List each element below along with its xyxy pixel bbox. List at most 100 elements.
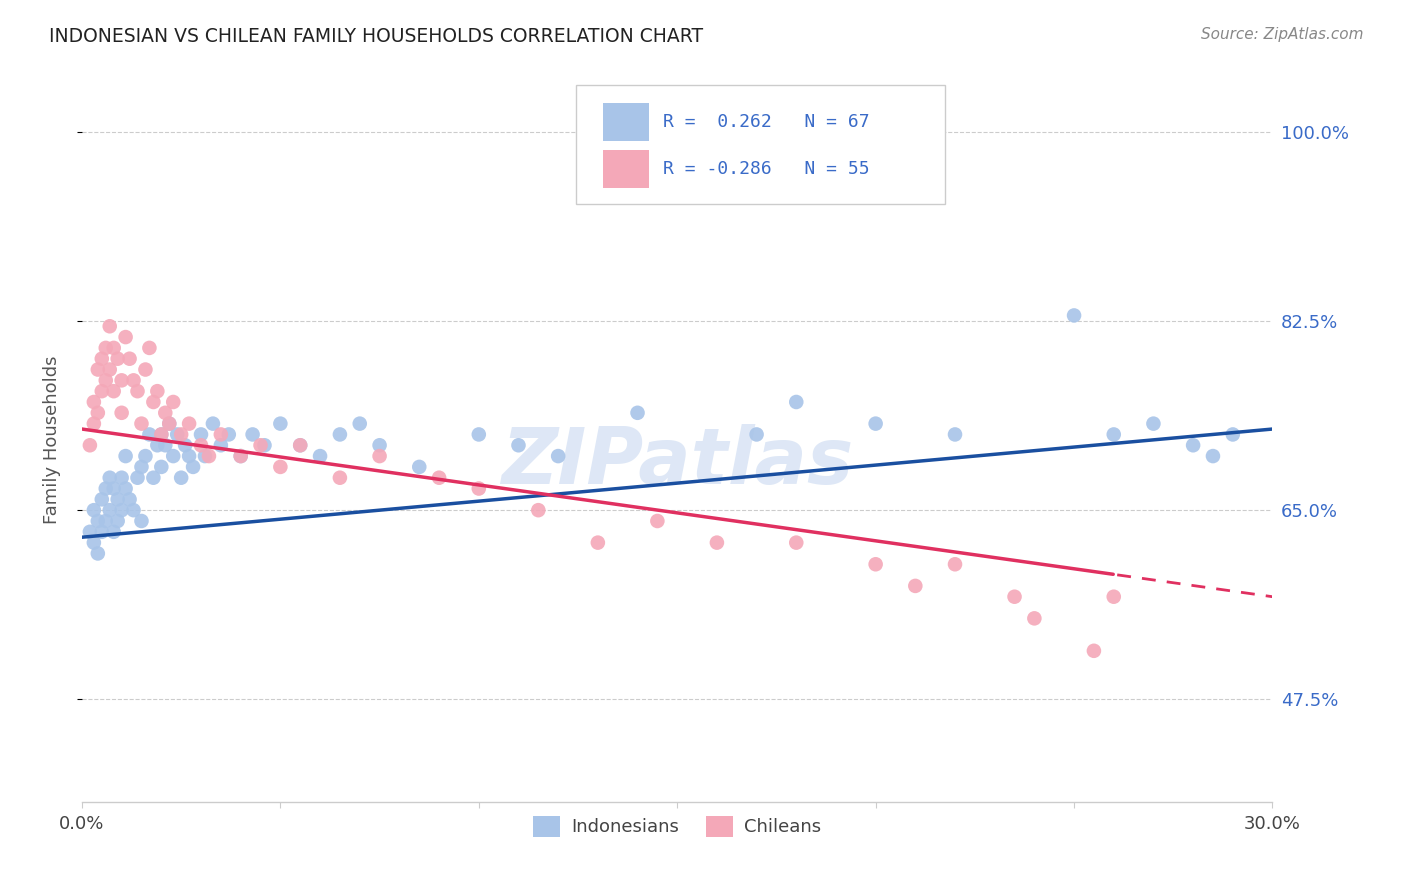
Point: [1024, 611, 1046, 625]
Point: [83, 395, 105, 409]
Point: [468, 427, 491, 442]
Point: [190, 427, 212, 442]
Point: [134, 362, 156, 376]
Point: [229, 449, 252, 463]
Point: [157, 417, 180, 431]
Point: [162, 449, 184, 463]
Point: [146, 384, 169, 399]
Text: INDONESIAN VS CHILEAN FAMILY HOUSEHOLDS CORRELATION CHART: INDONESIAN VS CHILEAN FAMILY HOUSEHOLDS …: [49, 27, 703, 45]
Point: [586, 535, 609, 549]
Point: [118, 351, 141, 366]
Point: [94, 341, 117, 355]
Point: [142, 471, 165, 485]
Point: [103, 524, 125, 539]
Point: [177, 417, 200, 431]
Point: [111, 471, 134, 485]
Point: [1202, 449, 1225, 463]
Point: [468, 482, 491, 496]
Point: [209, 427, 232, 442]
Point: [1142, 417, 1164, 431]
Point: [127, 384, 149, 399]
Point: [114, 449, 136, 463]
Point: [90, 524, 112, 539]
Point: [547, 449, 569, 463]
Point: [114, 330, 136, 344]
Point: [138, 341, 160, 355]
Point: [107, 351, 129, 366]
Text: Source: ZipAtlas.com: Source: ZipAtlas.com: [1201, 27, 1364, 42]
Point: [98, 362, 121, 376]
Bar: [603, 103, 648, 141]
Point: [368, 449, 391, 463]
Point: [943, 427, 966, 442]
Point: [90, 384, 112, 399]
Point: [290, 438, 312, 452]
Point: [408, 459, 430, 474]
Point: [103, 341, 125, 355]
Point: [508, 438, 530, 452]
Point: [865, 417, 887, 431]
Point: [98, 503, 121, 517]
Point: [87, 406, 110, 420]
Point: [79, 438, 101, 452]
Point: [170, 471, 193, 485]
Text: R = -0.286   N = 55: R = -0.286 N = 55: [664, 160, 869, 178]
Point: [229, 449, 252, 463]
Point: [1222, 427, 1244, 442]
Point: [131, 417, 153, 431]
Point: [368, 438, 391, 452]
Point: [107, 492, 129, 507]
Point: [194, 449, 217, 463]
Point: [745, 427, 768, 442]
Point: [94, 373, 117, 387]
Y-axis label: Family Households: Family Households: [44, 356, 60, 524]
Point: [1102, 590, 1125, 604]
Point: [785, 535, 807, 549]
Text: ZIPatlas: ZIPatlas: [501, 424, 853, 500]
Point: [269, 417, 291, 431]
Point: [87, 514, 110, 528]
Point: [242, 427, 264, 442]
Point: [198, 449, 221, 463]
Point: [127, 471, 149, 485]
Point: [209, 438, 232, 452]
Point: [155, 438, 177, 452]
Point: [249, 438, 271, 452]
Point: [170, 427, 193, 442]
Point: [166, 427, 188, 442]
Point: [181, 459, 204, 474]
Point: [943, 558, 966, 572]
Point: [253, 438, 276, 452]
Point: [98, 471, 121, 485]
Point: [118, 492, 141, 507]
Point: [174, 438, 197, 452]
Point: [865, 558, 887, 572]
Point: [1102, 427, 1125, 442]
Point: [90, 351, 112, 366]
Point: [706, 535, 728, 549]
Point: [1004, 590, 1026, 604]
Legend: Indonesians, Chileans: Indonesians, Chileans: [526, 809, 828, 844]
Text: R =  0.262   N = 67: R = 0.262 N = 67: [664, 112, 869, 130]
Point: [94, 514, 117, 528]
Point: [111, 373, 134, 387]
Point: [122, 503, 145, 517]
Point: [107, 514, 129, 528]
Point: [190, 438, 212, 452]
Point: [201, 417, 224, 431]
Point: [329, 471, 352, 485]
Point: [134, 449, 156, 463]
Point: [309, 449, 332, 463]
Point: [79, 524, 101, 539]
Point: [150, 427, 173, 442]
Point: [131, 459, 153, 474]
Point: [1083, 644, 1105, 658]
Point: [87, 362, 110, 376]
Point: [647, 514, 669, 528]
Point: [218, 427, 240, 442]
Point: [122, 373, 145, 387]
Point: [111, 503, 134, 517]
Point: [527, 503, 550, 517]
Point: [83, 503, 105, 517]
Point: [138, 427, 160, 442]
